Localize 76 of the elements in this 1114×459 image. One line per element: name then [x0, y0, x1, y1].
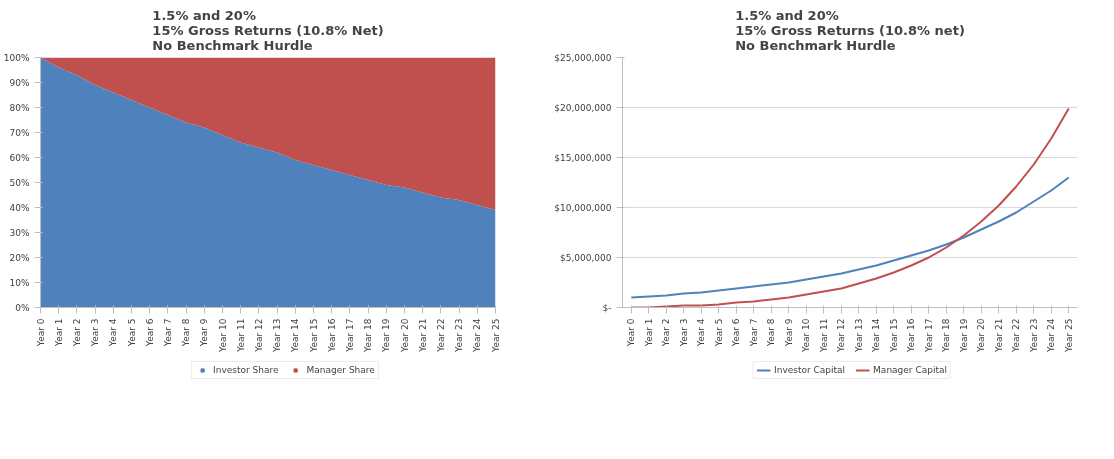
x-tick-label: Year 12 — [253, 318, 264, 353]
legend-label: Investor Capital — [774, 365, 846, 375]
x-tick-label: Year 19 — [381, 318, 392, 353]
y-tick-label: 0% — [15, 302, 30, 313]
x-tick-label: Year 23 — [1028, 318, 1039, 353]
y-tick-label: 90% — [9, 77, 30, 88]
x-tick-label: Year 15 — [308, 318, 319, 353]
x-tick-label: Year 20 — [399, 318, 410, 353]
x-tick-label: Year 15 — [888, 318, 899, 353]
y-tick-label: 50% — [9, 177, 30, 188]
x-tick-label: Year 16 — [326, 318, 337, 353]
x-tick-label: Year 10 — [217, 318, 228, 353]
legend-label: Manager Share — [306, 365, 375, 375]
x-tick-label: Year 22 — [435, 318, 446, 353]
y-tick-label: 80% — [9, 102, 30, 113]
x-tick-label: Year 9 — [199, 318, 210, 348]
x-tick-label: Year 0 — [35, 318, 46, 348]
x-tick-label: Year 24 — [472, 318, 483, 353]
x-tick-label: Year 25 — [490, 318, 501, 353]
x-tick-label: Year 14 — [290, 318, 301, 353]
chart-title: 1.5% and 20% 15% Gross Returns (10.8% net) No Benchmark Hurdle — [735, 7, 965, 53]
x-tick-label: Year 13 — [272, 318, 283, 353]
y-tick-label: 10% — [9, 277, 30, 288]
x-tick-label: Year 21 — [993, 318, 1004, 353]
chart-title: 1.5% and 20% 15% Gross Returns (10.8% Net) No Benchmark Hurdle — [152, 7, 384, 53]
line-series — [630, 176, 1070, 299]
y-tick-label: $5,000,000 — [559, 252, 612, 263]
x-tick-label: Year 19 — [958, 318, 969, 353]
x-tick-label: Year 8 — [181, 318, 192, 348]
x-tick-label: Year 22 — [1011, 318, 1022, 353]
x-tick-label: Year 16 — [906, 318, 917, 353]
x-tick-label: Year 5 — [713, 318, 724, 348]
x-tick-label: Year 8 — [766, 318, 777, 348]
x-tick-label: Year 5 — [126, 318, 137, 348]
x-tick-label: Year 7 — [162, 318, 173, 348]
x-tick-label: Year 1 — [643, 318, 654, 348]
y-tick-label: $25,000,000 — [554, 52, 612, 63]
y-tick-label: 100% — [3, 52, 30, 63]
x-tick-label: Year 20 — [976, 318, 987, 353]
x-tick-label: Year 7 — [748, 318, 759, 348]
y-tick-label: 70% — [9, 127, 30, 138]
x-tick-label: Year 25 — [1063, 318, 1074, 353]
y-tick-label: 60% — [9, 152, 30, 163]
y-tick-label: $15,000,000 — [554, 152, 612, 163]
x-tick-label: Year 0 — [626, 318, 637, 348]
x-tick-label: Year 6 — [144, 318, 155, 348]
x-tick-label: Year 14 — [871, 318, 882, 353]
x-tick-label: Year 6 — [731, 318, 742, 348]
x-tick-label: Year 3 — [90, 318, 101, 348]
legend-label: Manager Capital — [873, 365, 947, 375]
x-tick-label: Year 2 — [71, 318, 82, 348]
x-tick-label: Year 17 — [344, 318, 355, 353]
x-tick-label: Year 4 — [108, 318, 119, 348]
x-tick-label: Year 3 — [678, 318, 689, 348]
y-tick-label: $20,000,000 — [554, 102, 612, 113]
x-tick-label: Year 23 — [454, 318, 465, 353]
y-tick-label: 40% — [9, 202, 30, 213]
y-tick-label: 30% — [9, 227, 30, 238]
x-tick-label: Year 1 — [53, 318, 64, 348]
x-tick-label: Year 2 — [661, 318, 672, 348]
x-tick-label: Year 4 — [696, 318, 707, 348]
x-tick-label: Year 12 — [836, 318, 847, 353]
x-tick-label: Year 21 — [417, 318, 428, 353]
legend-label: Investor Share — [213, 365, 279, 375]
y-tick-label: $- — [602, 302, 612, 313]
x-tick-label: Year 18 — [941, 318, 952, 353]
y-tick-label: 20% — [9, 252, 30, 263]
x-tick-label: Year 9 — [783, 318, 794, 348]
x-tick-label: Year 13 — [853, 318, 864, 353]
x-tick-label: Year 24 — [1046, 318, 1057, 353]
x-tick-label: Year 10 — [801, 318, 812, 353]
x-tick-label: Year 18 — [363, 318, 374, 353]
y-tick-label: $10,000,000 — [554, 202, 612, 213]
x-tick-label: Year 11 — [818, 318, 829, 353]
x-tick-label: Year 17 — [923, 318, 934, 353]
x-tick-label: Year 11 — [235, 318, 246, 353]
